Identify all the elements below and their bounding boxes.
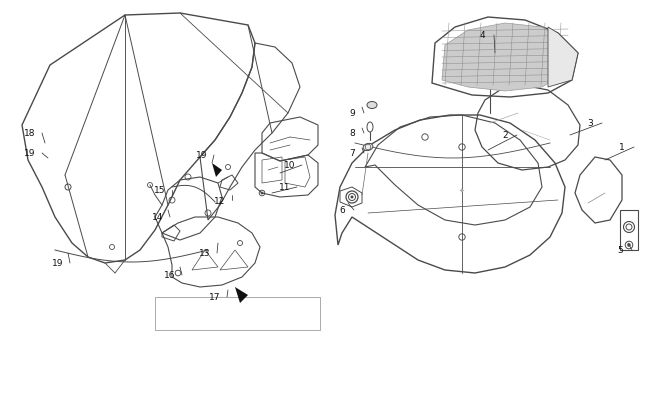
Text: 12: 12	[214, 196, 226, 205]
Polygon shape	[548, 28, 578, 88]
Text: 6: 6	[339, 206, 345, 215]
Text: 11: 11	[280, 183, 291, 192]
Polygon shape	[442, 24, 568, 92]
Text: 16: 16	[164, 271, 176, 280]
Text: 7: 7	[349, 149, 355, 158]
Text: 8: 8	[349, 129, 355, 138]
Text: 2: 2	[502, 131, 508, 140]
Polygon shape	[235, 287, 248, 303]
Text: 18: 18	[24, 129, 36, 138]
Text: 5: 5	[617, 246, 623, 255]
Text: 19: 19	[24, 149, 36, 158]
Text: 3: 3	[587, 119, 593, 128]
Polygon shape	[212, 164, 222, 177]
Text: 19: 19	[196, 151, 208, 160]
Circle shape	[627, 243, 630, 247]
Text: 17: 17	[209, 293, 221, 302]
Text: ✦: ✦	[459, 188, 465, 194]
Text: 14: 14	[152, 213, 164, 222]
Ellipse shape	[363, 144, 373, 151]
Text: 9: 9	[349, 109, 355, 118]
Text: 1: 1	[619, 143, 625, 152]
Text: 4: 4	[479, 32, 485, 40]
Text: 15: 15	[154, 186, 166, 195]
Text: 19: 19	[52, 259, 64, 268]
Text: 13: 13	[200, 249, 211, 258]
Ellipse shape	[367, 102, 377, 109]
Text: 10: 10	[284, 161, 296, 170]
Circle shape	[261, 192, 263, 195]
Circle shape	[350, 196, 354, 199]
